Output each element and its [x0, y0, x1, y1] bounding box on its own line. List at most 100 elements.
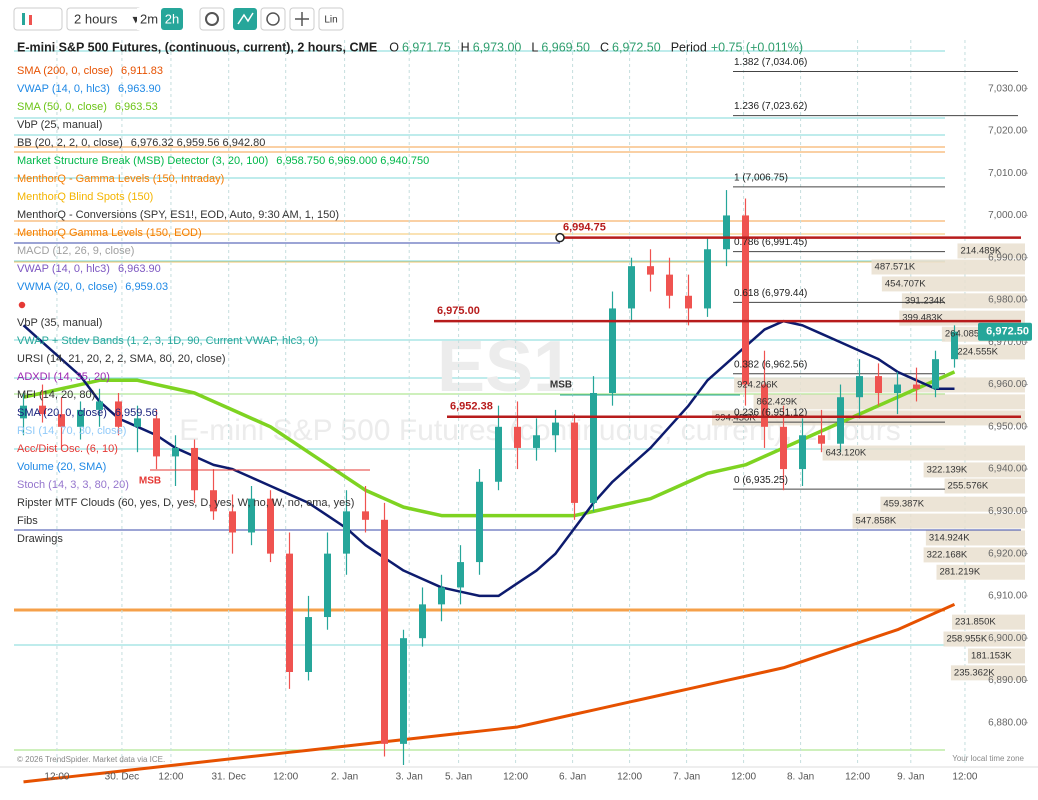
candle-body	[818, 435, 825, 444]
y-tick-label: 6,900.00	[988, 633, 1027, 644]
indicator-name: MenthorQ - Gamma Levels (150, Intraday)	[17, 173, 224, 185]
candle-body	[77, 409, 84, 427]
profile-bar	[880, 496, 1025, 512]
indicator-name: MACD (12, 26, 9, close)	[17, 245, 134, 257]
indicator-name: MenthorQ Blind Spots (150)	[17, 191, 153, 203]
candle-body	[267, 498, 274, 554]
settings-button[interactable]	[199, 7, 225, 31]
profile-label: 643.120K	[826, 448, 867, 459]
profile-bar	[871, 259, 1025, 275]
candle-body	[286, 553, 293, 672]
interval-label: 2 hours	[74, 11, 118, 26]
indicator-name: Acc/Dist Osc. (6, 10)	[17, 443, 118, 455]
indicator-name: Market Structure Break (MSB) Detector (3…	[17, 155, 268, 167]
candle-body	[495, 426, 502, 482]
toolbar: 2 hours ▾ 2m 2h Lin	[13, 7, 344, 31]
key-level-label: 6,994.75	[563, 222, 606, 234]
candle-body	[704, 249, 711, 309]
candle-body	[742, 215, 749, 385]
msb-label: MSB	[139, 476, 161, 487]
profile-label: 459.387K	[883, 499, 924, 510]
y-tick-label: 6,990.00	[988, 252, 1027, 263]
candle-body	[457, 562, 464, 588]
x-tick-label: 3. Jan	[396, 772, 423, 783]
indicator-name: SMA (20, 0, close)	[17, 407, 107, 419]
y-tick-label: 7,030.00	[988, 83, 1027, 94]
header-field: 6,969.50	[541, 40, 590, 54]
header-field: 6,971.75	[402, 40, 451, 54]
x-tick-label: 12:00	[44, 772, 69, 783]
x-tick-label: 12:00	[845, 772, 870, 783]
candle-body	[324, 553, 331, 618]
fib-label: 0.786 (6,991.45)	[734, 237, 807, 248]
profile-bar	[923, 547, 1025, 563]
button-label: 2h	[165, 11, 179, 26]
interval-2m[interactable]	[137, 8, 161, 30]
y-tick-label: 6,950.00	[988, 421, 1027, 432]
header-field: L	[531, 40, 538, 54]
icon: ▾	[132, 11, 139, 26]
header-field: 6,973.00	[473, 40, 522, 54]
x-tick-label: 12:00	[273, 772, 298, 783]
x-tick-label: 30. Dec	[105, 772, 139, 783]
candle-body	[210, 490, 217, 512]
profile-bar	[952, 614, 1025, 630]
x-tick-label: 12:00	[731, 772, 756, 783]
profile-label: 862.429K	[757, 396, 798, 407]
y-tick-label: 6,980.00	[988, 295, 1027, 306]
interval-2h[interactable]	[161, 8, 183, 30]
candle-body	[39, 405, 46, 415]
profile-label: 314.924K	[929, 533, 970, 544]
indicator-button[interactable]	[233, 8, 257, 30]
chart-type-button[interactable]	[13, 7, 63, 31]
fib-label: 0.382 (6,962.56)	[734, 359, 807, 370]
indicator-name: VWAP (14, 0, hlc3)	[17, 263, 110, 275]
replay-button[interactable]	[260, 7, 286, 31]
candle-body	[305, 617, 312, 672]
x-tick-label: 5. Jan	[445, 772, 472, 783]
candle-body	[913, 384, 920, 389]
profile-bar	[943, 631, 1025, 647]
x-tick-label: 31. Dec	[211, 772, 245, 783]
indicator-name: RSI (14, 70, 30, close)	[17, 425, 126, 437]
fib-label: 0.236 (6,951.12)	[734, 408, 807, 419]
profile-bar	[881, 276, 1025, 292]
copyright: © 2026 TrendSpider. Market data via ICE.	[17, 755, 165, 764]
timezone: Your local time zone	[952, 754, 1024, 763]
scale-button[interactable]	[318, 7, 344, 31]
x-tick-label: 12:00	[158, 772, 183, 783]
profile-label: 391.234K	[905, 295, 946, 306]
y-tick-label: 6,920.00	[988, 548, 1027, 559]
indicator-name: Drawings	[17, 533, 63, 545]
profile-bar	[901, 293, 1025, 309]
profile-label: 547.858K	[856, 516, 897, 527]
candle-body	[134, 418, 141, 427]
candle-body	[20, 405, 27, 419]
candle-body	[590, 392, 597, 503]
indicator-name: URSI (14, 21, 20, 2, 2, SMA, 80, 20, clo…	[17, 353, 226, 365]
candle-body	[571, 422, 578, 503]
profile-bar	[967, 648, 1025, 664]
candle-body	[115, 401, 122, 427]
profile-bar	[925, 530, 1025, 546]
watermark: ES1	[437, 327, 573, 407]
candle-body	[647, 266, 654, 275]
candle-body	[552, 422, 559, 436]
indicator-value: 6,963.90	[118, 83, 161, 95]
y-tick-label: 6,890.00	[988, 675, 1027, 686]
header-field: C	[600, 40, 609, 54]
x-tick-label: 7. Jan	[673, 772, 700, 783]
icon	[29, 15, 32, 25]
y-tick-label: 6,940.00	[988, 464, 1027, 475]
profile-label: 214.489K	[960, 245, 1001, 256]
candle-body	[153, 418, 160, 457]
x-tick-label: 2. Jan	[331, 772, 358, 783]
indicator-name: VbP (25, manual)	[17, 119, 102, 131]
y-tick-label: 6,960.00	[988, 379, 1027, 390]
candle-body	[761, 384, 768, 427]
fib-label: 0.618 (6,979.44)	[734, 288, 807, 299]
legend-dot	[17, 300, 27, 310]
icon	[205, 12, 219, 26]
profile-label: 487.571K	[875, 262, 916, 273]
profile-label: 235.362K	[954, 667, 995, 678]
